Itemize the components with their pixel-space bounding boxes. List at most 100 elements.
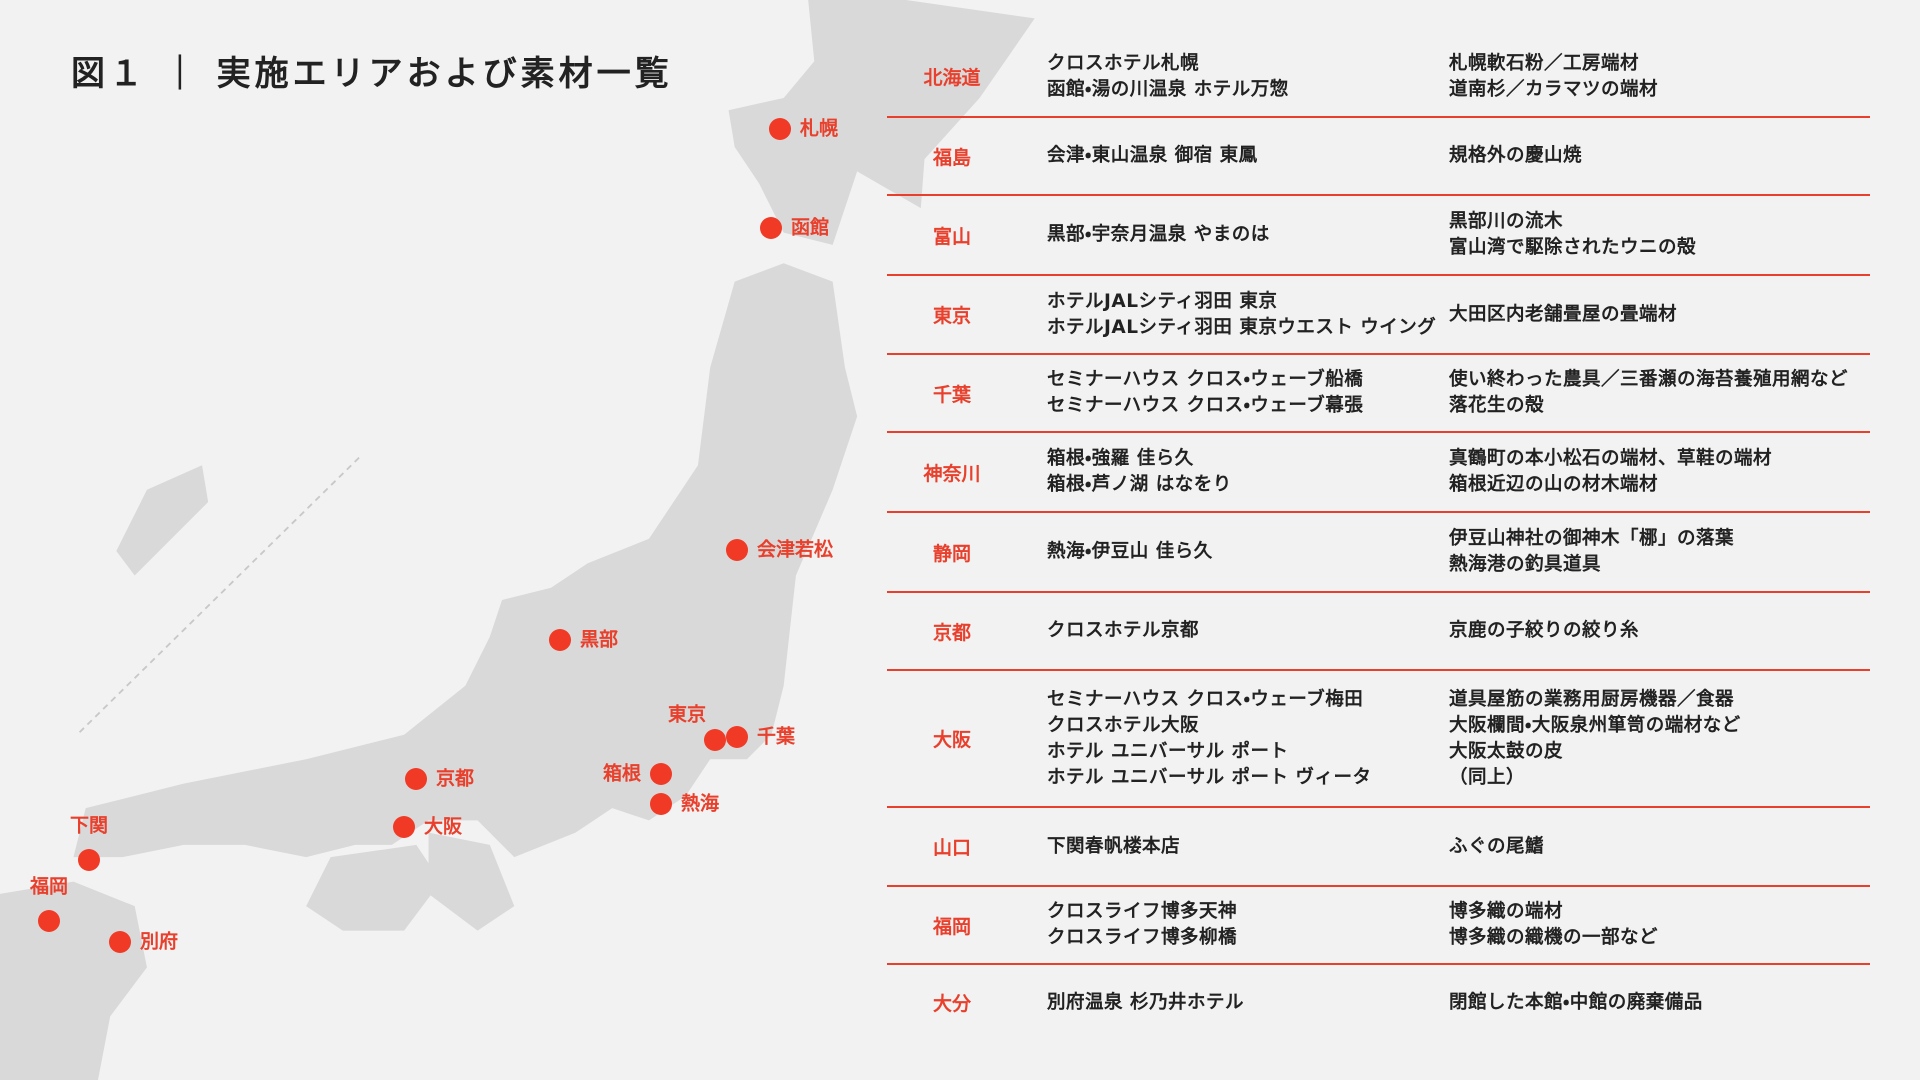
material: 黒部川の流木 [1449,211,1564,232]
city-label: 函館 [791,216,829,239]
material: 真鶴町の本小松石の端材、草鞋の端材 [1449,448,1773,469]
table-row: 北海道 クロスホテル札幌 函館・湯の川温泉 ホテル万惣 札幌軟石粉／工房端材 道南杉／カ… [887,37,1870,118]
material: 伊豆山神社の御神木「梛」の落葉 [1449,528,1735,549]
material: （同上） [1449,766,1526,788]
materials-cell: ふぐの尾鰭 [1449,834,1544,860]
city-label: 会津若松 [757,538,833,561]
material: 大阪欄間・大阪泉州箪笥の端材など [1449,714,1741,736]
hotel-name: クロスホテル札幌 [1047,52,1200,74]
area-name: 大分 [932,993,971,1015]
city-label: 箱根 [603,762,642,785]
hotel-name: セミナーハウス クロス・ウェーブ船橋 [1047,369,1364,390]
hotels-cell: 箱根・強羅 佳ら久 箱根・芦ノ湖 はなをり [1047,446,1232,498]
city-label: 下関 [70,815,108,837]
hotel-name: ホテル ユニバーサル ポート [1047,740,1289,762]
hotel-name: クロスライフ博多天神 [1047,901,1238,922]
material: 博多織の織機の一部など [1449,927,1659,948]
hotels-cell: クロスライフ博多天神 クロスライフ博多柳橋 [1047,899,1237,951]
city-dot [393,816,415,838]
table-row: 山口 下関春帆楼本店 ふぐの尾鰭 [887,808,1870,887]
city-dot [650,763,672,785]
table-row: 神奈川 箱根・強羅 佳ら久 箱根・芦ノ湖 はなをり 真鶴町の本小松石の端材、草鞋の端材… [887,433,1870,513]
city-dot [760,217,782,239]
city-dot [704,729,726,751]
table-row: 大分 別府温泉 杉乃井ホテル 閉館した本館・中館の廃棄備品 [887,965,1870,1040]
area-name: 福岡 [932,915,971,938]
city-dot [78,849,100,871]
title: 図１ ｜ 実施エリアおよび素材一覧 [71,54,673,94]
hotel-name: ホテルJALシティ羽田 東京ウエスト ウイング [1047,316,1437,338]
materials-cell: 道具屋筋の業務用厨房機器／食器 大阪欄間・大阪泉州箪笥の端材など 大阪太鼓の皮 （同上… [1449,687,1741,791]
city-label: 東京 [668,703,706,726]
area-name: 千葉 [932,383,971,406]
material: 札幌軟石粉／工房端材 [1449,52,1640,74]
materials-cell: 大田区内老舗畳屋の畳端材 [1449,302,1677,328]
hotel-name: ホテル ユニバーサル ポート ヴィータ [1047,766,1372,788]
city-label: 千葉 [757,726,796,748]
land [0,0,1035,1080]
materials-cell: 使い終わった農具／三番瀬の海苔養殖用網など 落花生の殻 [1449,367,1848,419]
city-label: 大阪 [424,815,463,838]
material: 京鹿の子絞りの絞り糸 [1449,620,1640,641]
material: 規格外の慶山焼 [1449,145,1583,166]
hotel-name: 箱根・芦ノ湖 はなをり [1047,474,1232,495]
material: 閉館した本館・中館の廃棄備品 [1449,991,1703,1013]
hotels-cell: 黒部・宇奈月温泉 やまのは [1047,222,1270,248]
hotel-name: クロスホテル京都 [1047,620,1200,641]
material: 博多織の端材 [1449,901,1564,922]
hotels-cell: クロスホテル札幌函館・湯の川温泉 ホテル万惣 [1047,51,1289,103]
area-name: 神奈川 [923,462,981,485]
hotels-cell: ホテルJALシティ羽田 東京ホテルJALシティ羽田 東京ウエスト ウイング [1047,289,1436,341]
table-row: 千葉 セミナーハウス クロス・ウェーブ船橋 セミナーハウス クロス・ウェーブ幕張 使い… [887,355,1870,433]
materials-cell: 札幌軟石粉／工房端材 道南杉／カラマツの端材 [1449,51,1658,103]
area-name: 大阪 [932,729,971,751]
table-row: 富山 黒部・宇奈月温泉 やまのは 黒部川の流木 富山湾で駆除されたウニの殻 [887,196,1870,276]
area-name: 静岡 [932,542,971,565]
hotel-name: クロスライフ博多柳橋 [1047,927,1238,948]
city-dot [109,931,131,953]
city-label: 札幌 [799,117,838,140]
hotel-name: ホテルJALシティ羽田 東京 [1047,290,1278,312]
materials-cell: 規格外の慶山焼 [1449,143,1582,169]
hotel-name: 函館・湯の川温泉 ホテル万惣 [1047,78,1289,100]
divider [78,454,362,733]
table-row: 大阪 セミナーハウス クロス・ウェーブ梅田 クロスホテル大阪 ホテル ユニバーサル ポ… [887,671,1870,808]
kyushu [0,881,147,1080]
hokkaido [728,0,1035,245]
table-row: 京都 クロスホテル京都 京鹿の子絞りの絞り糸 [887,593,1870,671]
hotels-cell: 熱海・伊豆山 佳ら久 [1047,539,1213,565]
kii [428,832,515,931]
city-dot [769,118,791,140]
material: 道南杉／カラマツの端材 [1449,78,1659,100]
city-label: 別府 [140,931,178,953]
table-row: 福岡 クロスライフ博多天神 クロスライフ博多柳橋 博多織の端材博多織の織機の一部など [887,887,1870,965]
material: 富山湾で駆除されたウニの殻 [1449,237,1697,258]
material: 箱根近辺の山の材木端材 [1449,474,1659,495]
shikoku [306,844,441,931]
material: 大田区内老舗畳屋の畳端材 [1449,303,1678,325]
table-row: 静岡 熱海・伊豆山 佳ら久 伊豆山神社の御神木「梛」の落葉 熱海港の釣具道具 [887,513,1870,593]
hotel-name: 会津・東山温泉 御宿 東鳳 [1047,145,1258,166]
hotel-name: セミナーハウス クロス・ウェーブ幕張 [1047,395,1364,416]
city-label: 熱海 [681,792,719,815]
city-label: 福岡 [29,875,68,898]
hotels-cell: クロスホテル京都 [1047,618,1199,644]
city-dot [38,910,60,932]
city-dot [549,629,571,651]
materials-cell: 伊豆山神社の御神木「梛」の落葉 熱海港の釣具道具 [1449,526,1734,578]
hotel-name: 熱海・伊豆山 佳ら久 [1047,541,1213,562]
materials-cell: 閉館した本館・中館の廃棄備品 [1449,990,1703,1016]
city-dot [650,793,672,815]
table-row: 福島 会津・東山温泉 御宿 東鳳 規格外の慶山焼 [887,118,1870,196]
area-name: 東京 [932,305,971,327]
area-name: 京都 [932,621,971,644]
material: ふぐの尾鰭 [1449,835,1545,857]
okinawa [116,465,209,576]
material: 落花生の殻 [1449,395,1545,416]
materials-cell: 京鹿の子絞りの絞り糸 [1449,618,1639,644]
materials-cell: 真鶴町の本小松石の端材、草鞋の端材 箱根近辺の山の材木端材 [1449,446,1772,498]
hotels-cell: 別府温泉 杉乃井ホテル [1047,990,1244,1016]
city-label: 京都 [436,768,474,790]
material: 熱海港の釣具道具 [1449,554,1602,575]
